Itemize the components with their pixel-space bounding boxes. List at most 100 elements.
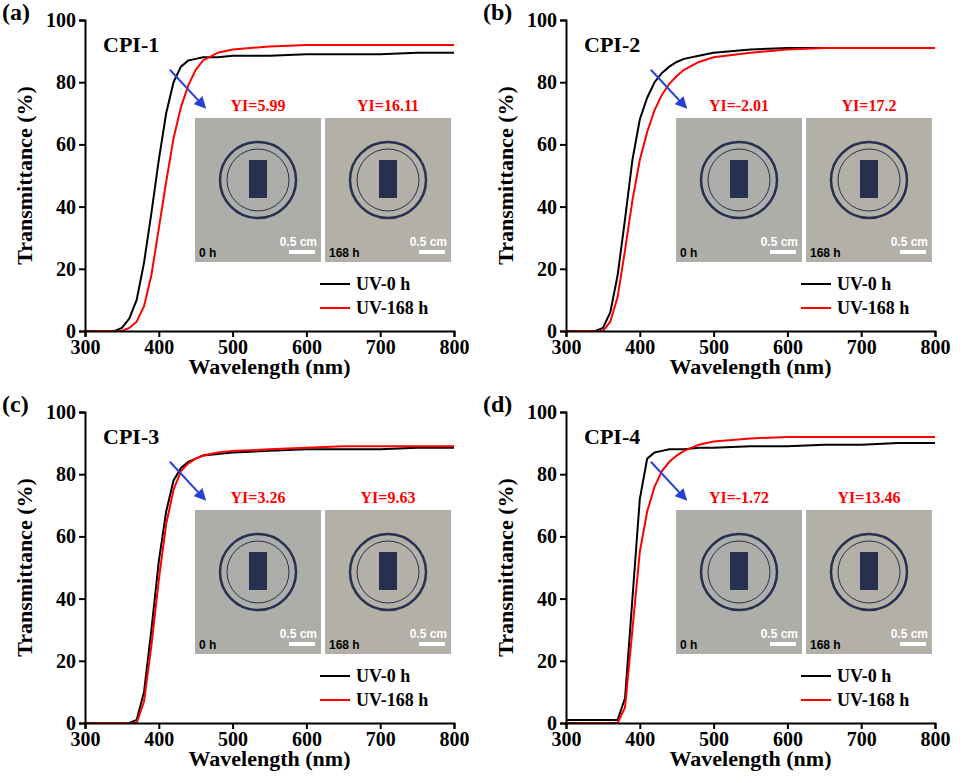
x-axis-title: Wavelength (nm) <box>670 354 832 379</box>
tick-label: 0 <box>547 320 557 342</box>
tick-mark <box>560 144 566 146</box>
photo-background <box>676 118 802 262</box>
tick-mark <box>560 723 566 725</box>
tick-label: 0 <box>66 320 76 342</box>
tick: 60 <box>56 525 85 547</box>
legend-swatch <box>320 307 350 309</box>
x-axis-title: Wavelength (nm) <box>189 746 351 771</box>
tick-mark <box>560 598 566 600</box>
tick-mark <box>560 660 566 662</box>
photo-background <box>806 118 932 262</box>
logo-ring <box>838 541 900 603</box>
panel: 300400500600700800020406080100Wavelength… <box>483 391 951 771</box>
scale-bar <box>289 250 315 254</box>
series-line <box>566 48 935 331</box>
tick-mark <box>560 412 566 414</box>
legend-label: UV-168 h <box>356 690 428 710</box>
y-axis: 020406080100 <box>527 401 567 734</box>
panel-title: CPI-1 <box>103 32 159 57</box>
legend: UV-0 hUV-168 h <box>801 666 909 710</box>
panel: 300400500600700800020406080100Wavelength… <box>2 391 470 771</box>
panel-label: (b) <box>483 0 512 25</box>
scale-bar <box>770 642 796 646</box>
plot-lines <box>566 437 935 723</box>
tick: 100 <box>527 9 566 31</box>
tick-mark <box>560 206 566 208</box>
photo-background <box>676 510 802 654</box>
scale-bar <box>289 642 315 646</box>
tick: 80 <box>56 463 85 485</box>
yi-label: YI=-2.01 <box>709 97 769 114</box>
tick-label: 100 <box>46 9 76 31</box>
scale-label: 0.5 cm <box>280 627 317 641</box>
y-axis: 020406080100 <box>46 9 86 342</box>
scale-bar <box>900 642 926 646</box>
y-axis-title: Transmittance (%) <box>12 478 37 657</box>
logo-emblem <box>249 160 267 198</box>
scale-bar <box>770 250 796 254</box>
inset-photo: 0 h0.5 cm <box>676 118 802 262</box>
inset-photo: 0 h 0.5 cm <box>195 510 321 654</box>
tick-mark <box>79 20 85 22</box>
logo-emblem <box>249 552 267 590</box>
tick-label: 60 <box>537 133 557 155</box>
scale-label: 0.5 cm <box>410 627 447 641</box>
yi-label: YI=13.46 <box>838 489 901 506</box>
logo-emblem <box>730 552 748 590</box>
tick: 0 <box>66 712 85 734</box>
tick-mark <box>79 536 85 538</box>
tick: 80 <box>537 463 566 485</box>
photo-time-label: 168 h <box>329 246 360 260</box>
axis-line <box>560 21 567 332</box>
scale-label: 0.5 cm <box>891 235 928 249</box>
yi-label: YI=-1.72 <box>709 489 769 506</box>
photo-time-label: 0 h <box>199 638 216 652</box>
logo-emblem <box>860 160 878 198</box>
photo-background <box>806 510 932 654</box>
logo-ring <box>350 142 426 218</box>
tick: 400 <box>144 331 174 358</box>
legend-label: UV-168 h <box>837 690 909 710</box>
panel-label: (c) <box>2 391 29 417</box>
photo-time-label: 0 h <box>680 246 697 260</box>
logo-ring <box>701 142 777 218</box>
tick-mark <box>560 536 566 538</box>
panel-label: (d) <box>483 391 512 417</box>
tick-mark <box>79 268 85 270</box>
y-axis: 020406080100 <box>46 401 86 734</box>
tick: 20 <box>56 650 85 672</box>
logo-ring <box>227 149 289 211</box>
series-line <box>85 448 454 723</box>
scale-bar <box>419 642 445 646</box>
scale-bar <box>419 250 445 254</box>
tick: 800 <box>440 723 470 750</box>
scale-label: 0.5 cm <box>761 627 798 641</box>
tick-label: 80 <box>56 71 76 93</box>
series-line <box>566 48 935 331</box>
x-axis-title: Wavelength (nm) <box>189 354 351 379</box>
panel: 300400500600700800020406080100Wavelength… <box>483 0 951 379</box>
yi-label: YI=5.99 <box>231 97 286 114</box>
tick-mark <box>560 474 566 476</box>
tick: 40 <box>537 588 566 610</box>
tick-mark <box>560 331 566 333</box>
logo-emblem <box>379 160 397 198</box>
tick-mark <box>79 723 85 725</box>
tick: 60 <box>537 133 566 155</box>
tick: 0 <box>547 712 566 734</box>
tick-mark <box>79 82 85 84</box>
arrow <box>651 70 686 107</box>
x-axis-title: Wavelength (nm) <box>670 746 832 771</box>
tick: 80 <box>56 71 85 93</box>
yi-label: YI=3.26 <box>231 489 286 506</box>
legend: UV-0 hUV-168 h <box>320 666 428 710</box>
tick-label: 60 <box>56 525 76 547</box>
yi-label: YI=17.2 <box>842 97 897 114</box>
legend-swatch <box>801 675 831 677</box>
panel-title: CPI-3 <box>103 424 159 449</box>
inset-photo: 168 h0.5 cm <box>325 118 451 262</box>
photo-background <box>195 510 321 654</box>
tick-mark <box>79 660 85 662</box>
tick: 40 <box>537 196 566 218</box>
tick-label: 800 <box>440 728 470 750</box>
